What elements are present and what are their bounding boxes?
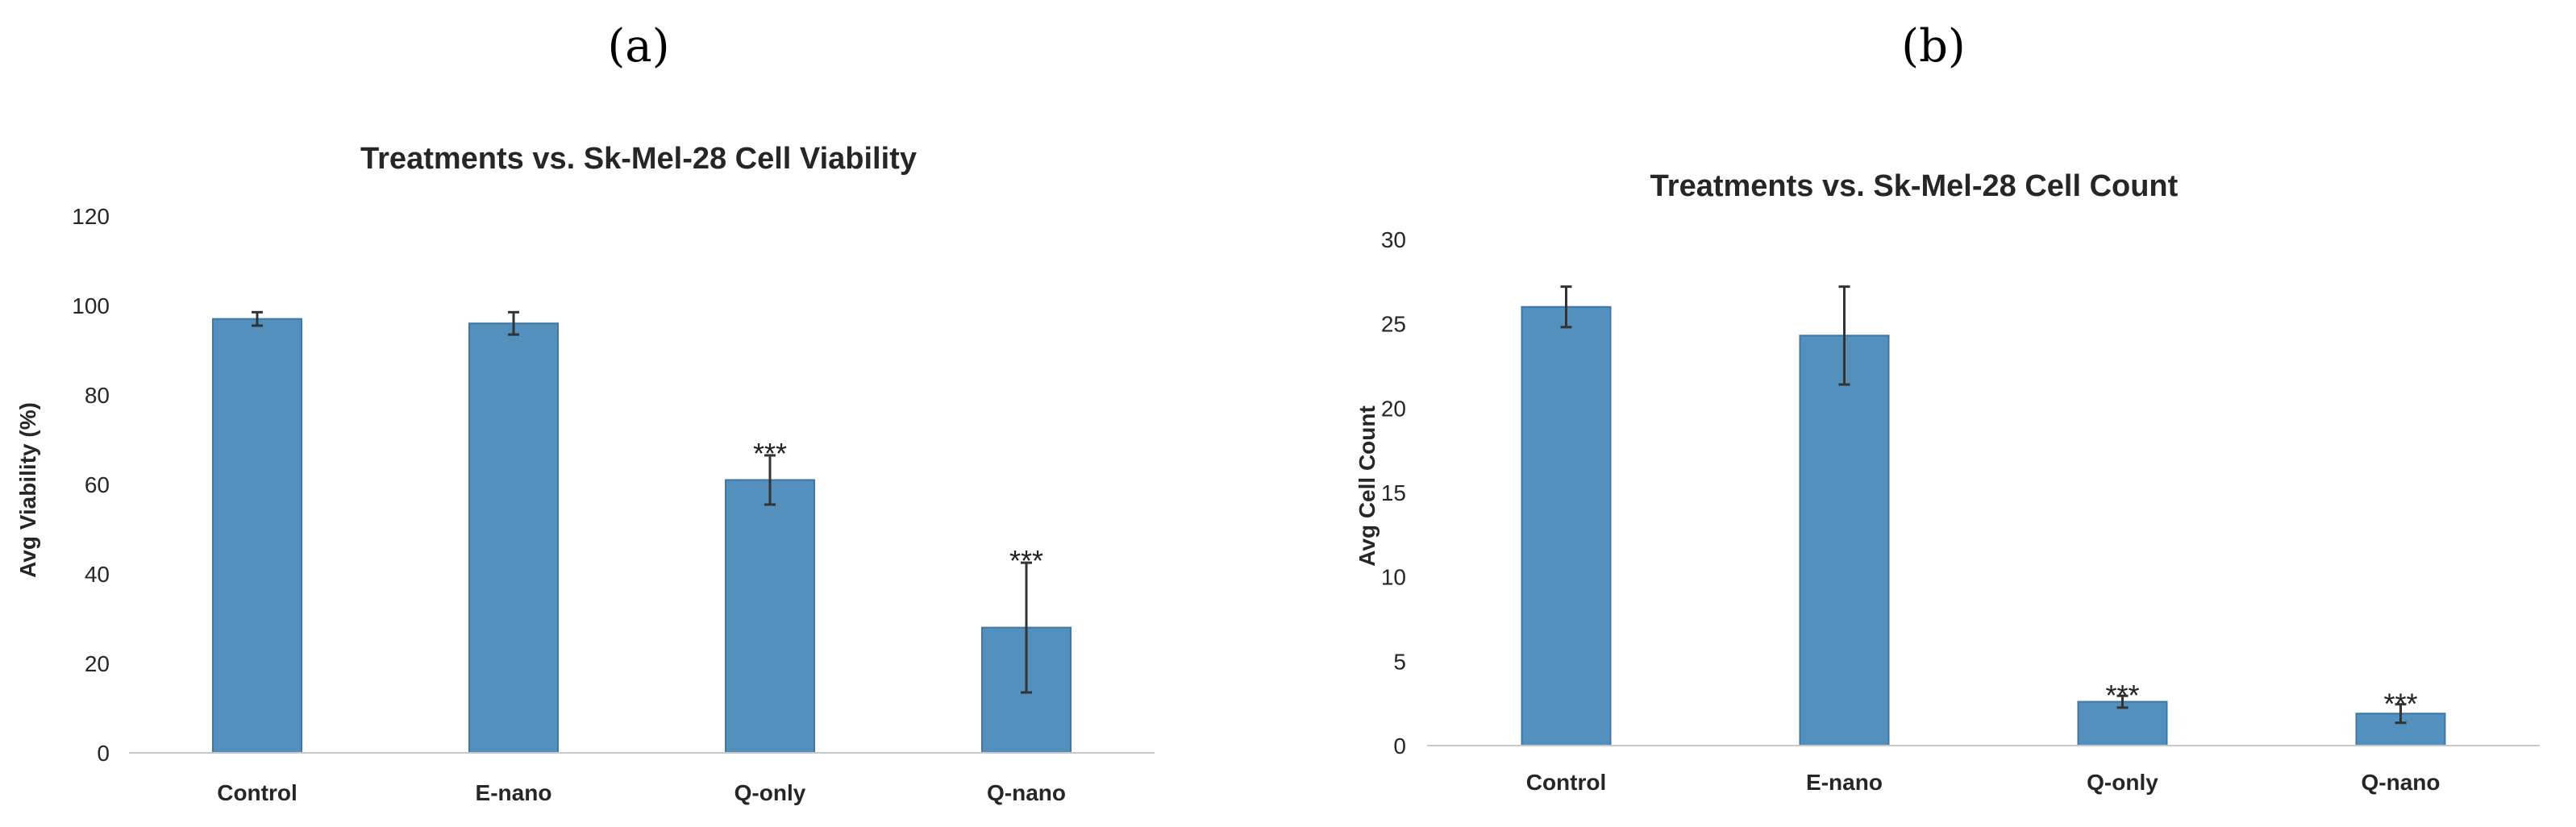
- bars-b: *** ***: [1521, 285, 2446, 747]
- category-label: Control: [217, 780, 298, 805]
- y-ticks-a: 0 20 40 60 80 100 120: [72, 204, 110, 766]
- y-tick-label: 100: [72, 293, 110, 318]
- y-tick-label: 25: [1381, 312, 1406, 337]
- category-label: Q-only: [735, 780, 806, 805]
- category-label: Q-only: [2087, 770, 2158, 795]
- y-tick-label: 120: [72, 204, 110, 229]
- y-tick-label: 30: [1381, 227, 1406, 252]
- significance-label: ***: [2383, 688, 2417, 721]
- panel-letter-a: (a): [607, 20, 669, 73]
- chart-title-a: Treatments vs. Sk-Mel-28 Cell Viability: [360, 142, 917, 176]
- bar-e-nano: [1799, 335, 1890, 746]
- panel-a: (a) Treatments vs. Sk-Mel-28 Cell Viabil…: [15, 20, 1155, 805]
- significance-label: ***: [1009, 544, 1043, 577]
- y-tick-label: 0: [1393, 733, 1406, 758]
- bar-control: [1521, 305, 1612, 746]
- panel-letter-b: (b): [1901, 20, 1966, 73]
- y-tick-label: 20: [85, 651, 110, 676]
- category-label: Q-nano: [987, 780, 1066, 805]
- y-tick-label: 40: [85, 562, 110, 587]
- y-tick-label: 15: [1381, 480, 1406, 505]
- bar-q-only: [2077, 700, 2168, 746]
- bar-q-only: [725, 479, 815, 754]
- category-label: Control: [1526, 770, 1607, 795]
- y-axis-title-a: Avg Viability (%): [15, 402, 40, 578]
- bar-control: [212, 318, 302, 754]
- y-tick-label: 20: [1381, 396, 1406, 421]
- category-label: E-nano: [476, 780, 552, 805]
- significance-label: ***: [753, 437, 787, 470]
- y-tick-label: 0: [97, 741, 110, 766]
- x-categories-a: Control E-nano Q-only Q-nano: [217, 780, 1066, 805]
- y-tick-label: 5: [1393, 649, 1406, 674]
- category-label: Q-nano: [2362, 770, 2441, 795]
- y-axis-title-b: Avg Cell Count: [1355, 405, 1380, 567]
- panel-b: (b) Treatments vs. Sk-Mel-28 Cell Count …: [1355, 20, 2540, 795]
- bars-a: *** ***: [212, 310, 1072, 754]
- y-tick-label: 60: [85, 472, 110, 497]
- category-label: E-nano: [1806, 770, 1883, 795]
- y-ticks-b: 0 5 10 15 20 25 30: [1381, 227, 1406, 758]
- x-categories-b: Control E-nano Q-only Q-nano: [1526, 770, 2441, 795]
- chart-title-b: Treatments vs. Sk-Mel-28 Cell Count: [1650, 169, 2179, 203]
- y-tick-label: 80: [85, 383, 110, 408]
- y-tick-label: 10: [1381, 565, 1406, 590]
- significance-label: ***: [2105, 679, 2139, 712]
- bar-e-nano: [468, 322, 559, 754]
